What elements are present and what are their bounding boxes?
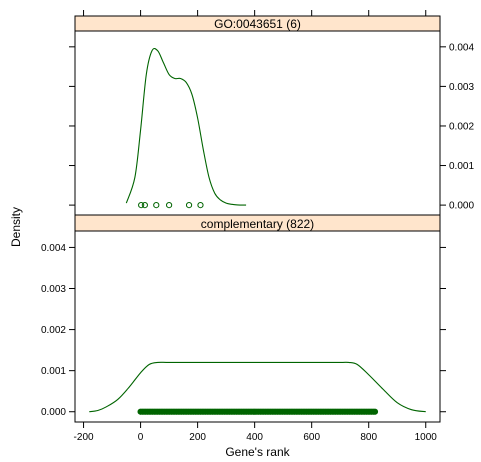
x-tick-label: 800	[360, 432, 377, 443]
density-curve-panel-2	[89, 361, 426, 413]
y-tick-label-right: 0.001	[449, 161, 474, 172]
data-point	[141, 202, 148, 209]
bottom-strip-label: complementary (822)	[201, 217, 314, 231]
x-tick-label: 400	[246, 432, 263, 443]
bottom-panel	[74, 230, 441, 423]
bottom-strip: complementary (822)	[74, 214, 441, 232]
y-tick-label-left: 0.000	[41, 407, 66, 418]
data-point	[138, 202, 145, 209]
y-tick-label-left: 0.003	[41, 284, 66, 295]
y-tick-label-left: 0.004	[41, 243, 66, 254]
data-point	[185, 202, 193, 209]
y-tick-label-right: 0.003	[449, 82, 474, 93]
axes: -200 0 200 400 600 800 1000 0.000 0.000 0.001 0.00…	[41, 10, 474, 443]
y-tick-label-right: 0.004	[449, 42, 474, 53]
x-tick-label: 0	[138, 432, 144, 443]
y-axis-title: Density	[9, 207, 23, 247]
data-point	[371, 408, 379, 415]
top-panel	[74, 30, 441, 216]
rug-points	[137, 202, 379, 415]
x-tick-label: 600	[303, 432, 320, 443]
y-tick-label-right: 0.000	[449, 201, 474, 212]
density-curve-panel-1	[125, 47, 247, 206]
y-tick-label-left: 0.001	[41, 366, 66, 377]
density-curves	[89, 47, 426, 413]
top-strip: GO:0043651 (6)	[74, 15, 441, 32]
data-point	[166, 202, 173, 209]
x-tick-label: 1000	[415, 432, 438, 443]
x-tick-label: -200	[74, 432, 94, 443]
x-axis-title: Gene's rank	[225, 445, 290, 459]
x-tick-label: 200	[189, 432, 206, 443]
data-point	[197, 202, 204, 209]
top-strip-label: GO:0043651 (6)	[214, 17, 301, 31]
y-tick-label-right: 0.002	[449, 121, 474, 132]
y-tick-label-left: 0.002	[41, 325, 66, 336]
data-point	[153, 202, 160, 209]
